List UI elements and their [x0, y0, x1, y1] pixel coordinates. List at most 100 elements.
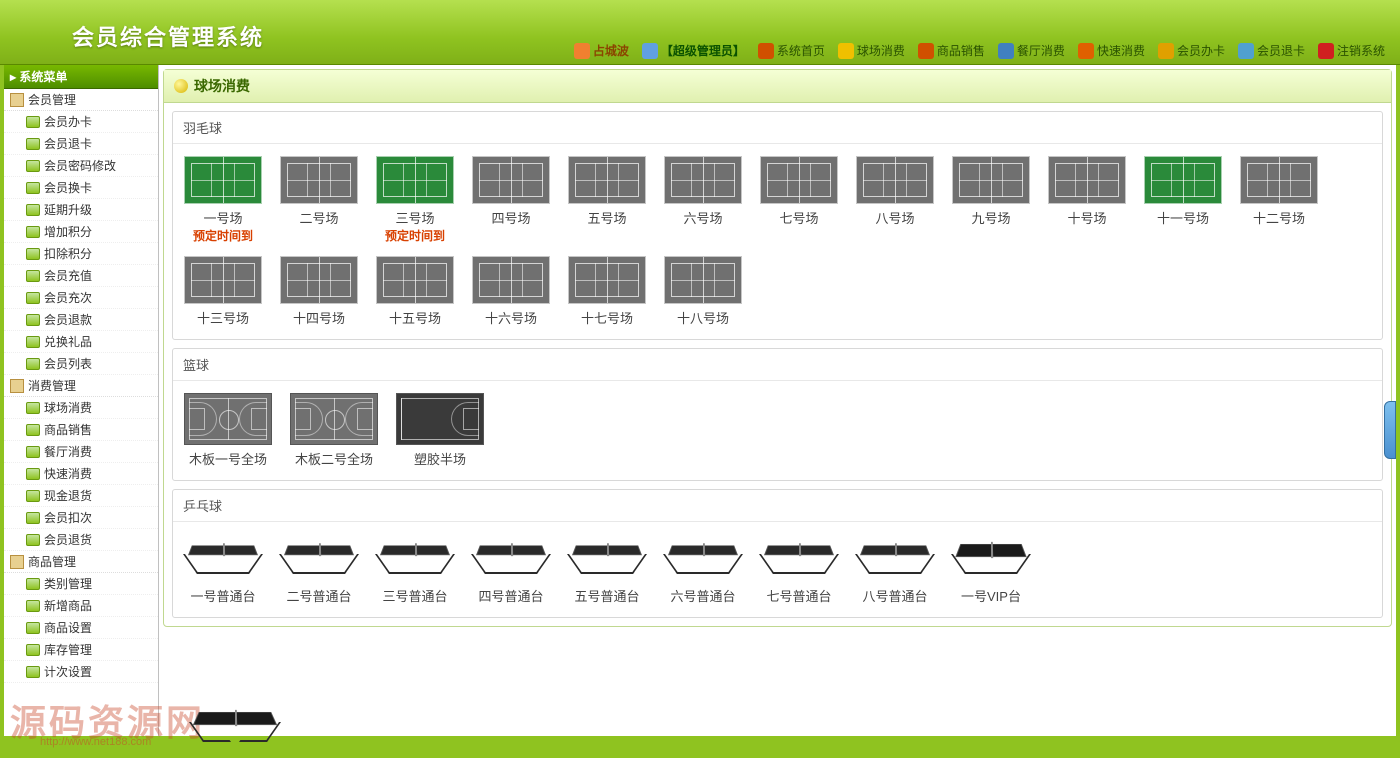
nav-7[interactable]: 注销系统 — [1313, 40, 1390, 61]
side-item-2-2[interactable]: 商品设置 — [4, 617, 158, 639]
court-label: 四号普通台 — [467, 586, 555, 605]
side-item-1-2[interactable]: 餐厅消费 — [4, 441, 158, 463]
court-label: 六号场 — [659, 208, 747, 227]
court-label: 八号场 — [851, 208, 939, 227]
pingpong-table-icon — [952, 534, 1030, 582]
side-item-1-3[interactable]: 快速消费 — [4, 463, 158, 485]
side-item-0-4[interactable]: 延期升级 — [4, 199, 158, 221]
header-nav: 占城波 【超级管理员】 系统首页球场消费商品销售餐厅消费快速消费会员办卡会员退卡… — [569, 40, 1390, 61]
court-status: 预定时间到 — [371, 227, 459, 244]
pingpong-table-icon — [376, 534, 454, 582]
nav-6[interactable]: 会员退卡 — [1233, 40, 1310, 61]
court-2-7[interactable]: 八号普通台 — [851, 534, 939, 605]
court-0-5[interactable]: 六号场 — [659, 156, 747, 244]
side-item-0-5[interactable]: 增加积分 — [4, 221, 158, 243]
basketball-court-icon — [396, 393, 484, 445]
nav-4[interactable]: 快速消费 — [1073, 40, 1150, 61]
side-item-0-1[interactable]: 会员退卡 — [4, 133, 158, 155]
side-item-0-7[interactable]: 会员充值 — [4, 265, 158, 287]
court-label: 十四号场 — [275, 308, 363, 327]
court-0-3[interactable]: 四号场 — [467, 156, 555, 244]
side-item-0-3[interactable]: 会员换卡 — [4, 177, 158, 199]
court-1-0[interactable]: 木板一号全场 — [179, 393, 277, 468]
court-1-1[interactable]: 木板二号全场 — [285, 393, 383, 468]
sidebar-title: 系统菜单 — [4, 65, 158, 89]
court-0-7[interactable]: 八号场 — [851, 156, 939, 244]
section-badminton: 羽毛球一号场预定时间到二号场三号场预定时间到四号场五号场六号场七号场八号场九号场… — [172, 111, 1383, 340]
court-0-16[interactable]: 十七号场 — [563, 256, 651, 327]
court-label: 九号场 — [947, 208, 1035, 227]
side-group-1[interactable]: 消费管理 — [4, 375, 158, 397]
court-2-0[interactable]: 一号普通台 — [179, 534, 267, 605]
side-item-2-1[interactable]: 新增商品 — [4, 595, 158, 617]
main-content: 球场消费 羽毛球一号场预定时间到二号场三号场预定时间到四号场五号场六号场七号场八… — [159, 65, 1396, 736]
side-item-2-4[interactable]: 计次设置 — [4, 661, 158, 683]
court-0-10[interactable]: 十一号场 — [1139, 156, 1227, 244]
system-title: 会员综合管理系统 — [72, 20, 264, 52]
court-0-1[interactable]: 二号场 — [275, 156, 363, 244]
court-label: 十三号场 — [179, 308, 267, 327]
side-item-1-4[interactable]: 现金退货 — [4, 485, 158, 507]
court-0-2[interactable]: 三号场预定时间到 — [371, 156, 459, 244]
side-group-2[interactable]: 商品管理 — [4, 551, 158, 573]
badminton-court-icon — [664, 256, 742, 304]
section-pingpong: 乒乓球一号普通台二号普通台三号普通台四号普通台五号普通台六号普通台七号普通台八号… — [172, 489, 1383, 618]
nav-3[interactable]: 餐厅消费 — [993, 40, 1070, 61]
court-0-9[interactable]: 十号场 — [1043, 156, 1131, 244]
nav-5[interactable]: 会员办卡 — [1153, 40, 1230, 61]
side-item-1-0[interactable]: 球场消费 — [4, 397, 158, 419]
court-0-0[interactable]: 一号场预定时间到 — [179, 156, 267, 244]
nav-admin[interactable]: 【超级管理员】 — [637, 40, 750, 61]
court-grid: 一号场预定时间到二号场三号场预定时间到四号场五号场六号场七号场八号场九号场十号场… — [173, 144, 1382, 339]
court-label: 五号场 — [563, 208, 651, 227]
side-item-0-8[interactable]: 会员充次 — [4, 287, 158, 309]
court-0-8[interactable]: 九号场 — [947, 156, 1035, 244]
court-2-6[interactable]: 七号普通台 — [755, 534, 843, 605]
side-item-0-6[interactable]: 扣除积分 — [4, 243, 158, 265]
admin-icon — [642, 43, 658, 59]
nav-0[interactable]: 系统首页 — [753, 40, 830, 61]
side-item-1-5[interactable]: 会员扣次 — [4, 507, 158, 529]
side-item-1-6[interactable]: 会员退货 — [4, 529, 158, 551]
court-label: 十号场 — [1043, 208, 1131, 227]
side-item-0-11[interactable]: 会员列表 — [4, 353, 158, 375]
court-2-2[interactable]: 三号普通台 — [371, 534, 459, 605]
court-2-3[interactable]: 四号普通台 — [467, 534, 555, 605]
side-item-1-1[interactable]: 商品销售 — [4, 419, 158, 441]
badminton-court-icon — [664, 156, 742, 204]
court-1-2[interactable]: 塑胶半场 — [391, 393, 489, 468]
side-item-0-9[interactable]: 会员退款 — [4, 309, 158, 331]
court-2-1[interactable]: 二号普通台 — [275, 534, 363, 605]
court-0-14[interactable]: 十五号场 — [371, 256, 459, 327]
side-item-0-0[interactable]: 会员办卡 — [4, 111, 158, 133]
side-item-0-10[interactable]: 兑换礼品 — [4, 331, 158, 353]
court-2-4[interactable]: 五号普通台 — [563, 534, 651, 605]
nav-1[interactable]: 球场消费 — [833, 40, 910, 61]
badminton-court-icon — [472, 156, 550, 204]
court-0-6[interactable]: 七号场 — [755, 156, 843, 244]
nav-user[interactable]: 占城波 — [569, 40, 634, 61]
side-item-2-0[interactable]: 类别管理 — [4, 573, 158, 595]
side-item-0-2[interactable]: 会员密码修改 — [4, 155, 158, 177]
header: 会员综合管理系统 占城波 【超级管理员】 系统首页球场消费商品销售餐厅消费快速消… — [0, 0, 1400, 65]
court-0-13[interactable]: 十四号场 — [275, 256, 363, 327]
court-0-15[interactable]: 十六号场 — [467, 256, 555, 327]
nav-2[interactable]: 商品销售 — [913, 40, 990, 61]
court-0-17[interactable]: 十八号场 — [659, 256, 747, 327]
court-2-5[interactable]: 六号普通台 — [659, 534, 747, 605]
side-item-2-3[interactable]: 库存管理 — [4, 639, 158, 661]
court-label: 三号普通台 — [371, 586, 459, 605]
court-label: 十七号场 — [563, 308, 651, 327]
right-scroll-tab[interactable] — [1384, 401, 1396, 459]
court-grid: 木板一号全场木板二号全场塑胶半场 — [173, 381, 1382, 480]
court-label: 一号场 — [179, 208, 267, 227]
court-label: 三号场 — [371, 208, 459, 227]
side-group-0[interactable]: 会员管理 — [4, 89, 158, 111]
court-2-8[interactable]: 一号VIP台 — [947, 534, 1035, 605]
court-label: 七号普通台 — [755, 586, 843, 605]
court-0-4[interactable]: 五号场 — [563, 156, 651, 244]
badminton-court-icon — [376, 156, 454, 204]
badminton-court-icon — [184, 256, 262, 304]
court-0-12[interactable]: 十三号场 — [179, 256, 267, 327]
court-0-11[interactable]: 十二号场 — [1235, 156, 1323, 244]
